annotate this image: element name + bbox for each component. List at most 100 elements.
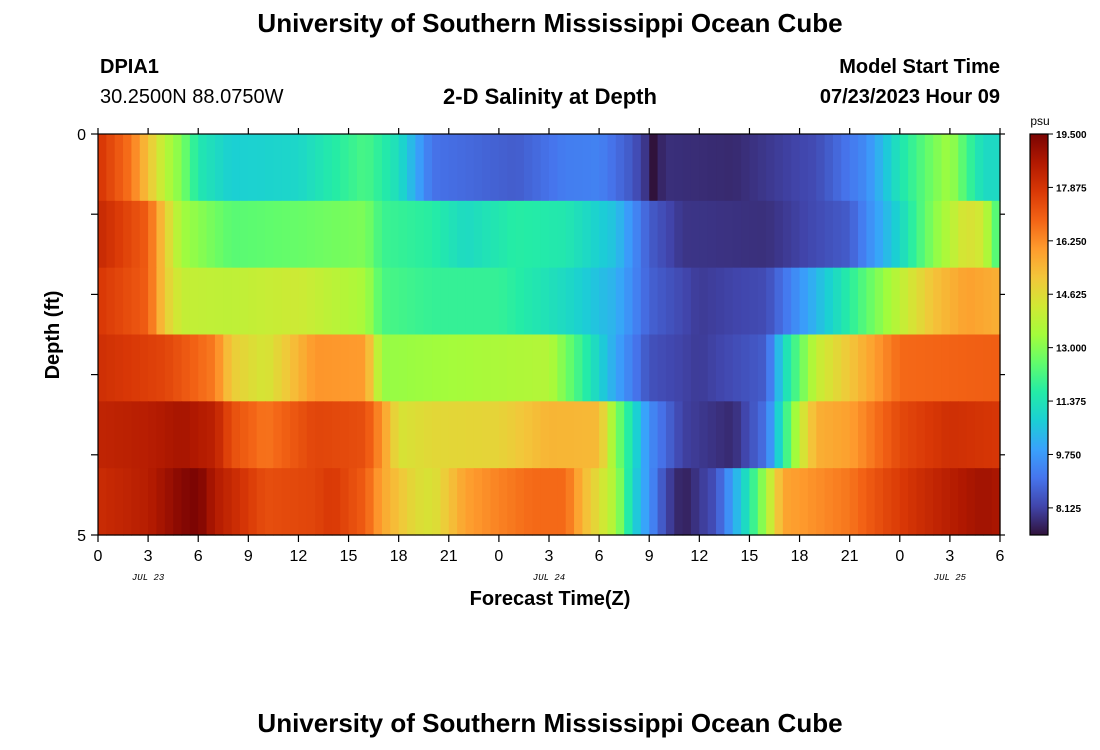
heatmap-cell (824, 200, 834, 269)
heatmap-cell (649, 401, 659, 469)
heatmap-cell (457, 200, 467, 269)
heatmap-cell (340, 267, 350, 336)
heatmap-cell (490, 200, 500, 269)
heatmap-cell (933, 334, 943, 402)
x-tick-label: 6 (996, 548, 1005, 565)
heatmap-cell (741, 334, 751, 402)
heatmap-cell (649, 468, 659, 536)
heatmap-cell (565, 200, 575, 269)
heatmap-cell (189, 401, 199, 469)
heatmap-cell (849, 468, 859, 536)
heatmap-cell (983, 200, 993, 269)
heatmap-cell (774, 200, 784, 269)
heatmap-cell (98, 267, 107, 336)
heatmap-cell (348, 468, 358, 536)
heatmap-cell (231, 134, 241, 202)
heatmap-cell (498, 468, 508, 536)
heatmap-cell (473, 468, 483, 536)
heatmap-cell (223, 134, 233, 202)
heatmap-cell (415, 334, 425, 402)
heatmap-cell (407, 267, 416, 336)
heatmap-cell (457, 468, 467, 536)
colorbar-tick-label: 8.125 (1056, 504, 1081, 515)
heatmap-cell (298, 334, 308, 402)
heatmap-cell (674, 334, 684, 402)
heatmap-cell (106, 468, 116, 536)
y-tick-label: 0 (77, 127, 86, 144)
heatmap-cell (582, 200, 592, 269)
heatmap-cell (323, 134, 333, 202)
heatmap-cell (549, 468, 558, 536)
heatmap-cell (557, 334, 567, 402)
heatmap-cell (565, 134, 575, 202)
heatmap-cell (181, 334, 191, 402)
colorbar-ticks: 19.500 17.875 16.250 14.625 13.000 11.375 9.75… (1048, 130, 1087, 515)
heatmap-cell (858, 200, 867, 269)
heatmap-cell (239, 267, 249, 336)
heatmap-cell (398, 267, 408, 336)
heatmap-cell (690, 334, 700, 402)
heatmap-cell (766, 334, 776, 402)
heatmap-cell (949, 334, 959, 402)
heatmap-cell (640, 267, 650, 336)
heatmap-cell (398, 468, 408, 536)
heatmap-cell (356, 267, 366, 336)
heatmap-cell (924, 334, 934, 402)
heatmap-cell (574, 468, 584, 536)
heatmap-cell (139, 267, 149, 336)
heatmap-cell (966, 200, 976, 269)
heatmap-cell (156, 334, 166, 402)
heatmap-cell (958, 334, 968, 402)
heatmap-cell (256, 334, 266, 402)
heatmap-cell (457, 134, 467, 202)
heatmap-cell (657, 267, 667, 336)
heatmap-cell (958, 401, 968, 469)
heatmap-cell (373, 401, 383, 469)
heatmap-cell (949, 401, 959, 469)
heatmap-cell (899, 267, 909, 336)
heatmap-cell (415, 401, 425, 469)
heatmap-cells (98, 134, 1001, 536)
heatmap-cell (365, 200, 375, 269)
heatmap-cell (407, 334, 416, 402)
heatmap-cell (590, 468, 600, 536)
heatmap-cell (540, 267, 550, 336)
date-label: JUL 24 (533, 573, 565, 583)
heatmap-cell (774, 468, 784, 536)
heatmap-cell (574, 401, 584, 469)
heatmap-cell (699, 468, 709, 536)
colorbar (1029, 133, 1049, 536)
colorbar-unit: psu (1030, 114, 1049, 128)
heatmap-cell (148, 267, 158, 336)
heatmap-cell (849, 200, 859, 269)
x-tick-label: 6 (595, 548, 604, 565)
heatmap-cell (223, 267, 233, 336)
heatmap-cell (248, 334, 258, 402)
heatmap-cell (791, 468, 801, 536)
heatmap-cell (858, 334, 867, 402)
heatmap-cell (482, 401, 492, 469)
heatmap-cell (707, 334, 717, 402)
heatmap-cell (741, 468, 751, 536)
heatmap-cell (574, 267, 584, 336)
heatmap-cell (949, 468, 959, 536)
colorbar-tick-label: 19.500 (1056, 130, 1087, 141)
heatmap-cell (114, 134, 124, 202)
heatmap-cell (883, 200, 893, 269)
heatmap-cell (883, 267, 893, 336)
heatmap-cell (716, 334, 725, 402)
heatmap-cell (866, 401, 876, 469)
heatmap-cell (331, 468, 341, 536)
heatmap-cell (807, 334, 817, 402)
x-axis-label: Forecast Time(Z) (470, 588, 631, 610)
heatmap-cell (256, 134, 266, 202)
heatmap-cell (373, 334, 383, 402)
heatmap-cell (690, 134, 700, 202)
heatmap-cell (340, 401, 350, 469)
heatmap-cell (624, 334, 634, 402)
heatmap-cell (164, 468, 174, 536)
colorbar-tick-label: 16.250 (1056, 237, 1087, 248)
heatmap-cell (348, 401, 358, 469)
heatmap-cell (933, 468, 943, 536)
heatmap-cell (732, 200, 742, 269)
